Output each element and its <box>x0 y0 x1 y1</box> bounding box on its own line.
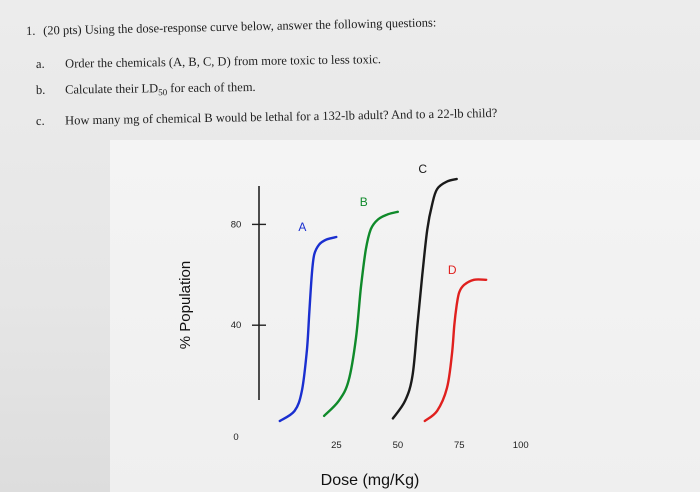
series-line-b <box>322 210 399 418</box>
series-line-a <box>278 235 338 423</box>
y-tick-label: 0 <box>233 432 238 443</box>
x-axis-title: Dose (mg/Kg) <box>321 472 420 489</box>
series-line-c <box>391 177 458 420</box>
series-labels: A B C D <box>298 162 457 277</box>
curves <box>278 177 488 423</box>
axes <box>252 186 266 400</box>
y-tick-label: 80 <box>231 219 242 230</box>
chart-panel <box>110 140 700 492</box>
x-tick-label: 75 <box>454 440 465 451</box>
y-axis-title: % Population <box>177 261 194 349</box>
y-tick-label: 40 <box>231 320 242 331</box>
series-label-b: B <box>360 195 368 209</box>
x-tick-label: 25 <box>331 440 342 451</box>
series-label-a: A <box>298 220 306 234</box>
series-label-c: C <box>418 162 427 176</box>
tick-labels: 0 40 80 25 50 75 100 <box>231 219 529 451</box>
x-tick-label: 50 <box>393 440 404 451</box>
series-label-d: D <box>448 263 457 277</box>
x-tick-label: 100 <box>513 440 529 451</box>
series-line-d <box>423 278 488 423</box>
